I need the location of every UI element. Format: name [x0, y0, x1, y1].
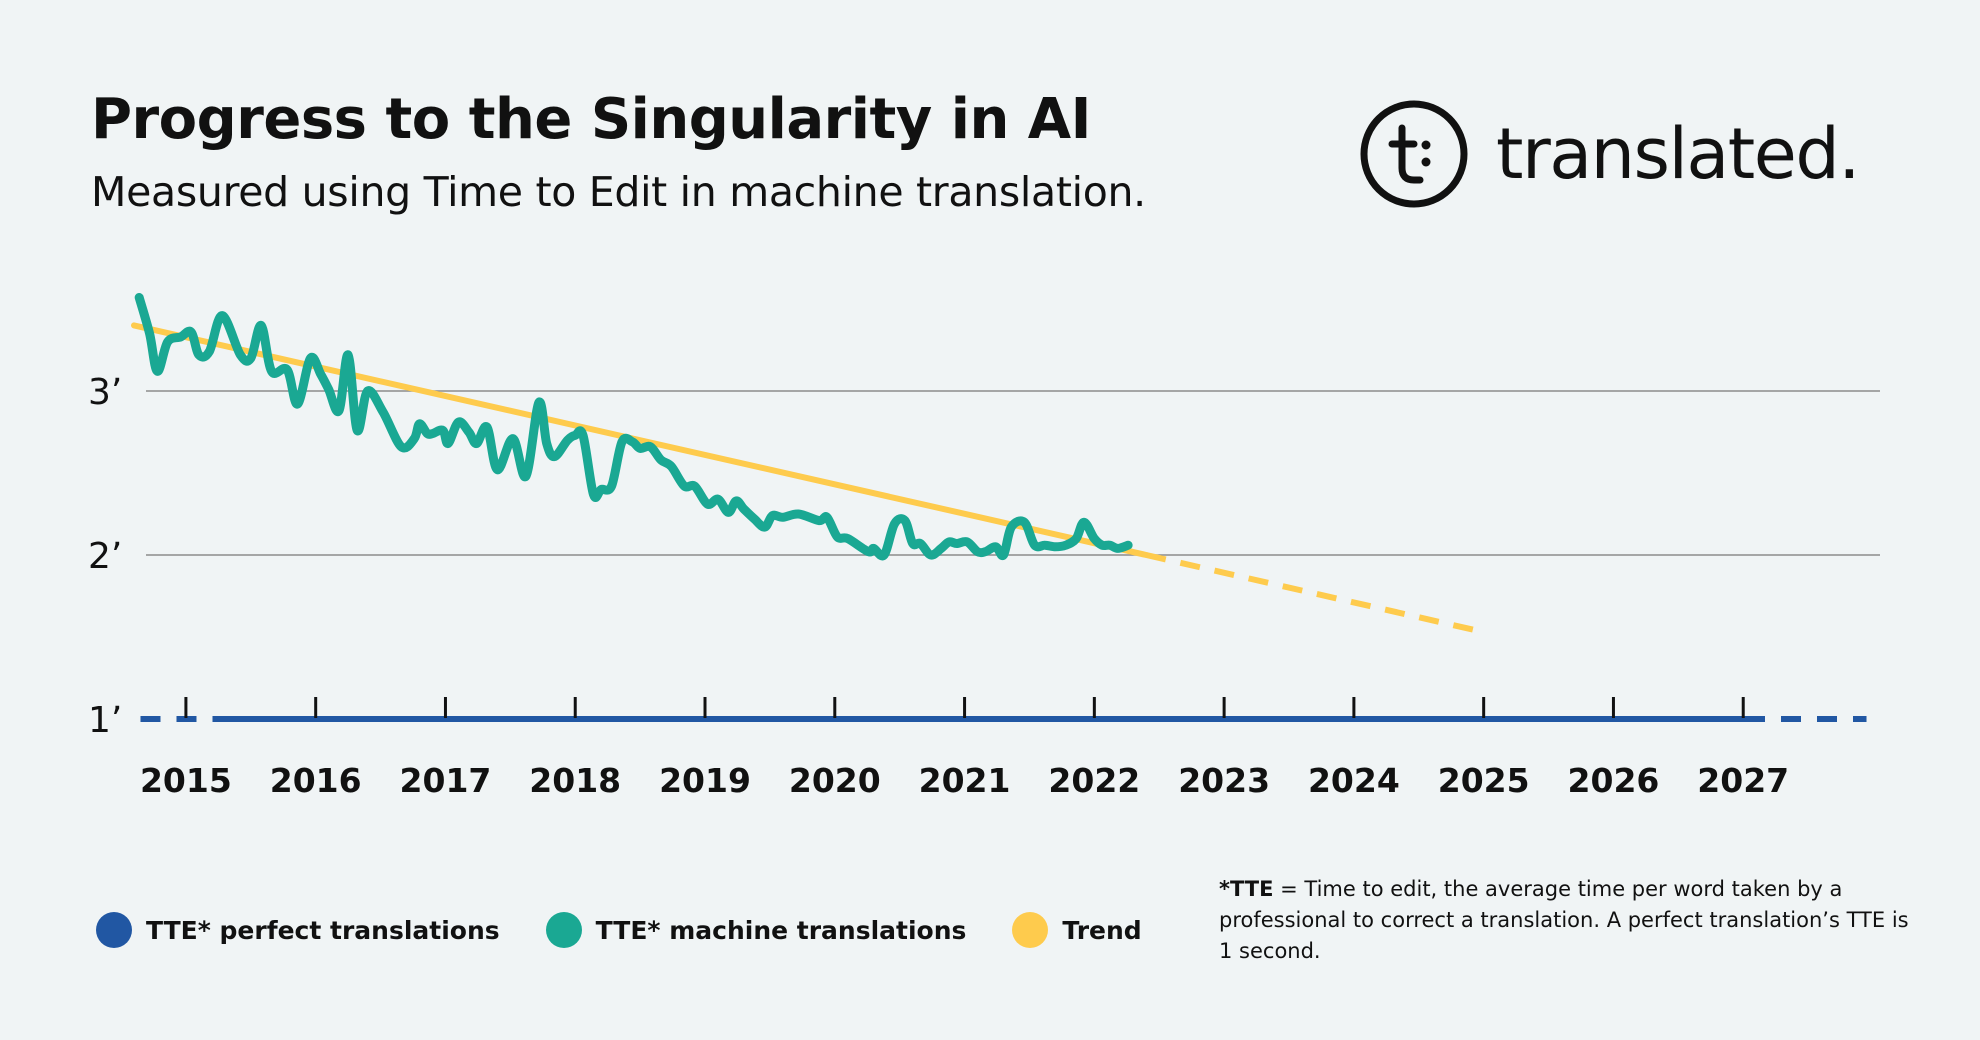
translated-logo-icon: [1360, 100, 1468, 208]
x-tick-label: 2026: [1568, 761, 1660, 800]
brand-logo: translated.: [1358, 98, 1861, 210]
x-tick-label: 2024: [1308, 761, 1400, 800]
legend-swatch-machine: [545, 912, 582, 948]
chart-subtitle: Measured using Time to Edit in machine t…: [91, 168, 1146, 216]
footnote: *TTE = Time to edit, the average time pe…: [1219, 874, 1909, 967]
x-tick-label: 2021: [919, 761, 1011, 800]
x-tick-label: 2019: [659, 761, 751, 800]
chart-legend: TTE* perfect translations TTE* machine t…: [96, 912, 1188, 948]
footnote-text: = Time to edit, the average time per wor…: [1219, 877, 1909, 963]
series-trend-line: [131, 322, 1150, 558]
x-tick-label: 2015: [140, 761, 232, 800]
legend-label-perfect: TTE* perfect translations: [146, 915, 500, 945]
y-tick-label: 1’: [88, 700, 122, 741]
legend-label-machine: TTE* machine translations: [595, 915, 967, 945]
x-tick-label: 2017: [400, 761, 492, 800]
legend-swatch-perfect: [96, 912, 132, 948]
chart-title: Progress to the Singularity in AI: [91, 87, 1091, 152]
series-trend-dashed: [1145, 552, 1485, 636]
footnote-term: *TTE: [1219, 877, 1274, 901]
y-tick-label: 2’: [88, 536, 122, 577]
legend-item-trend: Trend: [1012, 912, 1142, 948]
legend-label-trend: Trend: [1062, 915, 1142, 945]
x-tick-label: 2025: [1438, 761, 1530, 800]
x-tick-label: 2018: [529, 761, 621, 800]
x-tick-label: 2022: [1048, 761, 1140, 800]
legend-item-perfect: TTE* perfect translations: [96, 912, 500, 948]
legend-swatch-trend: [1012, 912, 1049, 948]
x-tick-label: 2016: [270, 761, 362, 800]
x-tick-label: 2020: [789, 761, 881, 800]
y-tick-label: 3’: [88, 372, 122, 413]
x-tick-label: 2023: [1178, 761, 1270, 800]
legend-item-machine: TTE* machine translations: [545, 912, 967, 948]
x-tick-label: 2027: [1697, 761, 1789, 800]
chart-plot: 1’ 2’ 3’ 2015 2016 2017 2018 2019 2020 2021 2022 20…: [88, 293, 1880, 800]
logo-wordmark: translated.: [1496, 113, 1861, 195]
series-machine-line: [134, 293, 1133, 561]
